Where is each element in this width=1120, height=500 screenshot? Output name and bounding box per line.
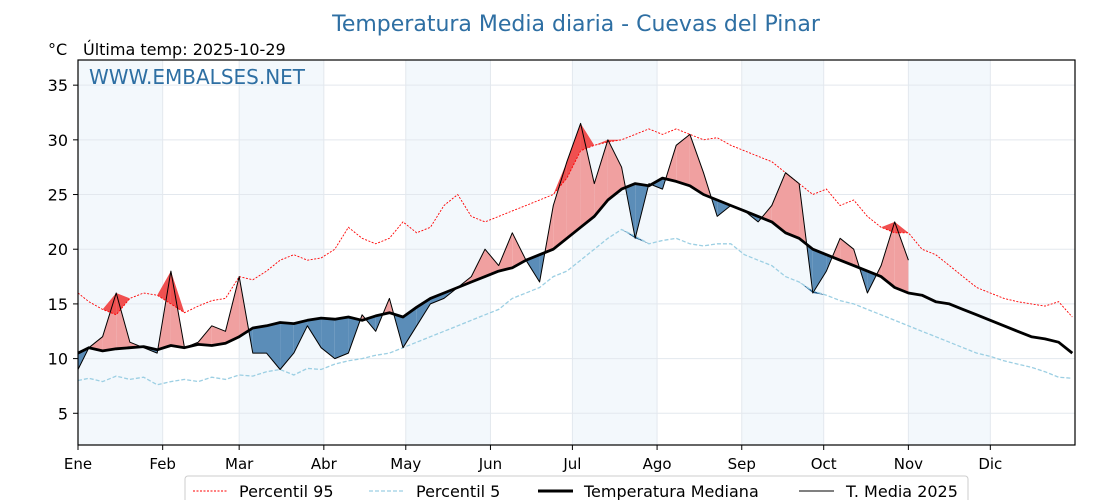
line-percentil-5	[77, 228, 1073, 386]
fill-above-median	[225, 276, 240, 344]
x-tick-label: Mar	[225, 455, 254, 473]
x-axis: Ene Feb Mar Abr May Jun Jul Ago Sep Oct Nov Dic	[64, 445, 1002, 473]
fill-above-median	[498, 232, 513, 272]
month-band	[908, 60, 991, 445]
grid-lines	[77, 60, 1075, 445]
legend-label-p5: Percentil 5	[416, 482, 500, 500]
fill-below-median	[321, 318, 335, 359]
legend: Percentil 95 Percentil 5 Temperatura Med…	[184, 475, 969, 500]
fill-above-p95	[580, 123, 595, 151]
legend-frame	[184, 475, 969, 500]
last-update-label: Última temp: 2025-10-29	[83, 40, 286, 59]
fill-above-median	[211, 325, 226, 346]
y-tick-label: 10	[48, 350, 68, 369]
x-tick-label: Ene	[64, 455, 92, 473]
x-tick-label: Abr	[311, 455, 338, 473]
y-tick-label: 20	[48, 240, 68, 259]
fill-above-median	[485, 249, 499, 277]
x-tick-label: Jul	[562, 455, 581, 473]
x-tick-label: Sep	[728, 455, 756, 473]
fill-above-median	[512, 232, 526, 268]
fill-below-median	[307, 318, 322, 348]
fill-below-median	[293, 320, 308, 354]
y-tick-label: 35	[48, 76, 68, 95]
x-tick-label: Oct	[811, 455, 837, 473]
x-tick-label: Ago	[643, 455, 672, 473]
month-band	[405, 60, 491, 445]
fill-above-median	[785, 172, 800, 239]
y-axis: 5 10 15 20 25 30 35	[48, 76, 78, 423]
fill-below-p5	[621, 229, 636, 239]
fill-above-p95	[566, 123, 581, 179]
fill-above-median	[607, 139, 622, 200]
fill-below-median	[252, 325, 267, 354]
fill-above-median	[471, 249, 485, 282]
fill-above-median	[198, 325, 212, 346]
month-bands	[78, 60, 991, 445]
fill-above-median	[553, 161, 567, 250]
fill-above-median	[840, 238, 854, 266]
fill-below-median	[280, 322, 294, 370]
fill-below-median	[266, 322, 281, 370]
x-tick-label: Nov	[894, 455, 923, 473]
x-tick-label: Feb	[149, 455, 176, 473]
fill-above-p95	[102, 293, 117, 315]
line-temperatura-mediana	[77, 176, 1074, 355]
fill-above-median	[689, 134, 704, 195]
fill-below-median	[403, 307, 417, 348]
x-tick-label: May	[390, 455, 421, 473]
watermark: WWW.EMBALSES.NET	[89, 65, 306, 89]
fill-above-p95	[594, 139, 608, 146]
line-t-media-2025	[77, 122, 909, 370]
y-tick-label: 15	[48, 295, 68, 314]
month-band	[239, 60, 324, 445]
fill-above-median	[881, 221, 895, 288]
month-band	[572, 60, 658, 445]
legend-label-p95: Percentil 95	[239, 482, 334, 500]
fill-above-median	[771, 172, 786, 233]
y-tick-label: 30	[48, 131, 68, 150]
legend-label-median: Temperatura Mediana	[583, 482, 759, 500]
fill-below-median	[717, 200, 731, 217]
fill-below-median	[334, 317, 349, 359]
fill-below-median	[526, 254, 540, 282]
fill-above-p95	[881, 221, 895, 233]
series-lines	[77, 122, 1074, 386]
chart-title: Temperatura Media diaria - Cuevas del Pi…	[331, 12, 821, 37]
fill-above-median	[676, 134, 690, 186]
fill-above-p95	[170, 271, 185, 313]
line-percentil-95	[77, 128, 1073, 318]
x-tick-label: Dic	[978, 455, 1002, 473]
y-tick-label: 25	[48, 186, 68, 205]
x-tick-label: Jun	[478, 455, 502, 473]
month-band	[78, 60, 163, 445]
fill-below-median	[812, 249, 827, 293]
fill-above-p95	[116, 293, 130, 315]
unit-label: °C	[48, 40, 67, 59]
fill-above-p95	[157, 271, 171, 304]
y-tick-label: 5	[58, 404, 68, 423]
fill-above-p95	[553, 161, 567, 195]
fill-above-median	[894, 221, 909, 293]
fill-below-p5	[799, 282, 813, 293]
legend-label-current: T. Media 2025	[845, 482, 958, 500]
plot-frame	[77, 59, 1076, 446]
fill-above-median	[594, 139, 608, 217]
fill-above-p95	[607, 139, 622, 142]
